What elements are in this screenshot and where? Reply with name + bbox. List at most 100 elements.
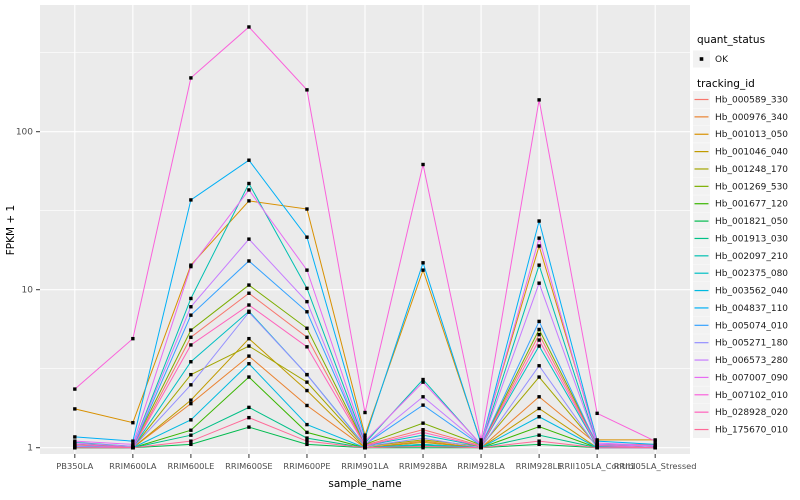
x-tick-label-RRIM901LA: RRIM901LA xyxy=(341,461,389,471)
data-point xyxy=(305,403,309,408)
data-point xyxy=(421,421,425,425)
legend-label-Hb_001677_120: Hb_001677_120 xyxy=(715,200,788,210)
data-point xyxy=(537,327,541,332)
data-point xyxy=(595,411,599,416)
data-point xyxy=(421,438,425,442)
legend-label-Hb_002097_210: Hb_002097_210 xyxy=(715,252,788,262)
data-point xyxy=(247,158,251,162)
data-point xyxy=(247,336,251,341)
data-points xyxy=(73,25,657,450)
x-tick-label-RRIM600PE: RRIM600PE xyxy=(283,461,330,471)
data-point xyxy=(131,442,135,447)
data-point xyxy=(305,442,309,447)
data-point xyxy=(653,439,657,443)
y-axis-title: FPKM + 1 xyxy=(5,205,17,255)
data-point xyxy=(247,237,251,241)
legend-label-Hb_004837_110: Hb_004837_110 xyxy=(715,304,788,314)
data-point xyxy=(305,436,309,440)
legend-label-Hb_001013_050: Hb_001013_050 xyxy=(715,130,788,140)
data-point xyxy=(247,303,251,307)
data-point xyxy=(421,444,425,449)
legend-label-Hb_001821_050: Hb_001821_050 xyxy=(715,217,788,227)
data-point xyxy=(537,219,541,223)
legend-label-Hb_001269_530: Hb_001269_530 xyxy=(715,182,788,192)
data-point xyxy=(363,446,367,450)
data-point xyxy=(247,291,251,295)
x-tick-label-RRII105LA_Stressed: RRII105LA_Stressed xyxy=(614,461,697,471)
y-tick-label-1: 1 xyxy=(27,444,33,454)
data-point xyxy=(73,446,77,450)
data-point xyxy=(363,436,367,440)
x-tick-label-RRIM600LE: RRIM600LE xyxy=(167,461,214,471)
data-point xyxy=(189,296,193,301)
data-point xyxy=(595,446,599,450)
data-point xyxy=(537,236,541,240)
ok-point-icon xyxy=(699,57,704,61)
y-tick-label-10: 10 xyxy=(22,286,34,296)
data-point xyxy=(247,344,251,348)
data-point xyxy=(421,430,425,435)
data-point xyxy=(305,422,309,427)
data-point xyxy=(189,264,193,269)
data-point xyxy=(537,406,541,411)
data-point xyxy=(421,162,425,167)
legend-label-Hb_001248_170: Hb_001248_170 xyxy=(715,165,788,175)
data-point xyxy=(247,199,251,203)
x-tick-label-RRIM600LA: RRIM600LA xyxy=(109,461,157,471)
data-point xyxy=(189,418,193,422)
data-point xyxy=(421,380,425,384)
data-point xyxy=(595,441,599,445)
data-point xyxy=(421,428,425,432)
data-point xyxy=(363,410,367,415)
data-point xyxy=(189,305,193,309)
legend-label-Hb_005074_010: Hb_005074_010 xyxy=(715,321,788,331)
data-point xyxy=(537,281,541,285)
data-point xyxy=(537,98,541,102)
legend-label-Hb_006573_280: Hb_006573_280 xyxy=(715,356,788,366)
data-point xyxy=(305,335,309,339)
legend-label-Hb_000589_330: Hb_000589_330 xyxy=(715,96,788,106)
data-point xyxy=(189,335,193,339)
data-point xyxy=(537,244,541,248)
data-point xyxy=(479,446,483,450)
data-point xyxy=(247,283,251,287)
data-point xyxy=(247,405,251,410)
data-point xyxy=(305,372,309,377)
data-point xyxy=(189,428,193,432)
data-point xyxy=(363,443,367,448)
data-point xyxy=(305,439,309,443)
data-point xyxy=(537,395,541,399)
data-point xyxy=(247,354,251,358)
data-point xyxy=(305,268,309,272)
data-point xyxy=(479,442,483,447)
data-point xyxy=(247,181,251,186)
data-point xyxy=(421,377,425,382)
data-point xyxy=(421,433,425,437)
data-point xyxy=(189,198,193,202)
data-point xyxy=(247,425,251,429)
legend-label-OK: OK xyxy=(715,55,729,65)
data-point xyxy=(189,398,193,402)
data-point xyxy=(305,430,309,435)
data-point xyxy=(189,372,193,377)
data-point xyxy=(189,433,193,437)
data-point xyxy=(189,360,193,364)
data-point xyxy=(247,415,251,420)
data-point xyxy=(189,383,193,387)
data-point xyxy=(189,76,193,80)
data-point xyxy=(189,343,193,347)
data-point xyxy=(247,310,251,314)
legend-label-Hb_002375_080: Hb_002375_080 xyxy=(715,269,788,279)
legend-label-Hb_028928_020: Hb_028928_020 xyxy=(715,408,788,418)
x-tick-label-RRII105LA_Control: RRII105LA_Control xyxy=(559,461,636,471)
data-point xyxy=(305,88,309,92)
data-point xyxy=(131,439,135,443)
data-point xyxy=(73,435,77,439)
data-point xyxy=(537,338,541,342)
data-point xyxy=(305,235,309,239)
data-point xyxy=(305,207,309,211)
data-point xyxy=(537,263,541,267)
data-point xyxy=(537,332,541,337)
data-point xyxy=(305,286,309,291)
